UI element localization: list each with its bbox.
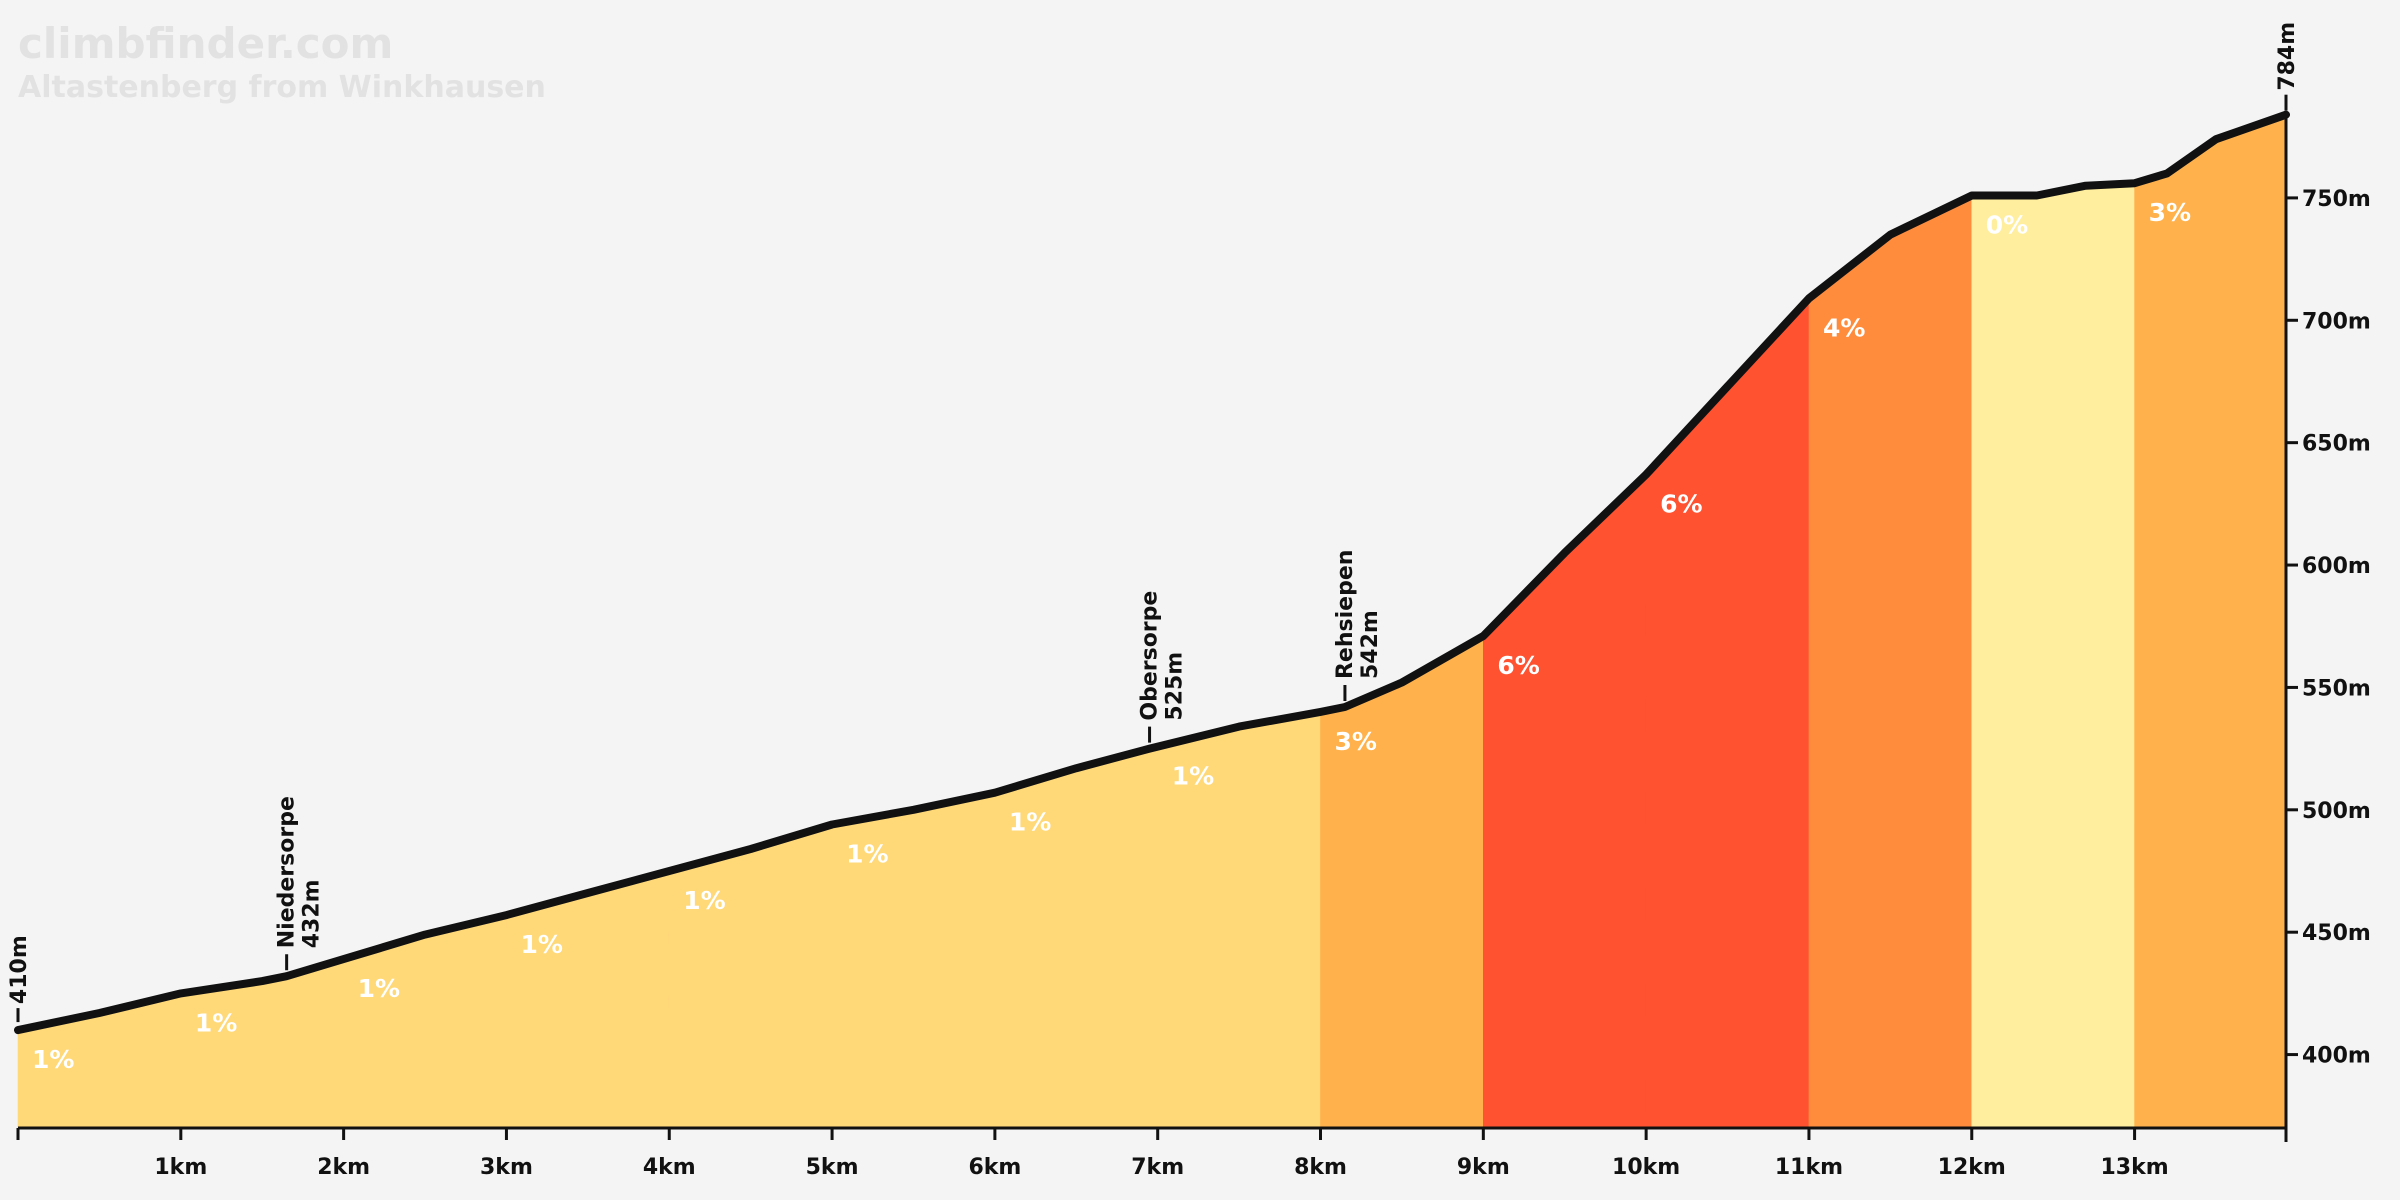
y-tick-label-600: 600m bbox=[2302, 554, 2371, 579]
gradient-label-3: 1% bbox=[358, 974, 400, 1003]
place-name-3: Rehsiepen bbox=[1333, 550, 1358, 679]
gradient-label-7: 1% bbox=[1009, 808, 1051, 837]
x-tick-label-3: 3km bbox=[480, 1155, 533, 1180]
y-tick-label-500: 500m bbox=[2302, 799, 2371, 824]
gradient-label-9: 3% bbox=[1335, 727, 1377, 756]
x-tick-label-7: 7km bbox=[1131, 1155, 1184, 1180]
gradient-label-2: 1% bbox=[195, 1008, 237, 1037]
gradient-segment-14 bbox=[2134, 114, 2287, 1129]
gradient-segment-13 bbox=[1971, 182, 2135, 1129]
gradient-label-1: 1% bbox=[32, 1045, 74, 1074]
x-tick-label-5: 5km bbox=[806, 1155, 859, 1180]
x-tick-label-2: 2km bbox=[317, 1155, 370, 1180]
place-name-1: Niedersorpe bbox=[275, 796, 300, 948]
x-tick-label-8: 8km bbox=[1294, 1155, 1347, 1180]
gradient-label-6: 1% bbox=[846, 839, 888, 868]
place-elevation-3: 542m bbox=[1358, 610, 1383, 679]
gradient-label-5: 1% bbox=[683, 886, 725, 915]
climb-title: Altastenberg from Winkhausen bbox=[18, 70, 546, 105]
gradient-label-8: 1% bbox=[1172, 762, 1214, 791]
gradient-label-12: 4% bbox=[1823, 313, 1865, 342]
y-tick-label-400: 400m bbox=[2302, 1044, 2371, 1069]
x-tick-label-13: 13km bbox=[2100, 1155, 2168, 1180]
place-elevation-2: 525m bbox=[1163, 652, 1188, 721]
x-tick-label-4: 4km bbox=[643, 1155, 696, 1180]
gradient-label-14: 3% bbox=[2149, 198, 2191, 227]
start-elevation-label: 410m bbox=[7, 935, 32, 1004]
axes: 1km 2km 3km 4km 5km 6km 7km 8km 9km 10km 11km 12km 1… bbox=[16, 118, 2371, 1180]
place-elevation-1: 432m bbox=[300, 879, 325, 948]
y-tick-label-450: 450m bbox=[2302, 921, 2371, 946]
y-tick-label-700: 700m bbox=[2302, 309, 2371, 334]
x-tick-label-10: 10km bbox=[1612, 1155, 1680, 1180]
place-name-2: Obersorpe bbox=[1138, 591, 1163, 721]
x-tick-label-11: 11km bbox=[1775, 1155, 1843, 1180]
gradient-segment-5 bbox=[668, 824, 833, 1129]
gradient-label-10: 6% bbox=[1497, 651, 1539, 680]
gradient-label-11: 6% bbox=[1660, 489, 1702, 518]
y-tick-label-650: 650m bbox=[2302, 432, 2371, 457]
site-watermark: climbfinder.com bbox=[18, 19, 393, 68]
gradient-label-13: 0% bbox=[1986, 210, 2028, 239]
y-tick-label-750: 750m bbox=[2302, 187, 2371, 212]
x-tick-label-12: 12km bbox=[1938, 1155, 2006, 1180]
gradient-label-4: 1% bbox=[520, 930, 562, 959]
gradient-segments bbox=[17, 114, 2287, 1129]
x-tick-label-6: 6km bbox=[968, 1155, 1021, 1180]
gradient-segment-7 bbox=[994, 746, 1158, 1129]
x-tick-label-1: 1km bbox=[154, 1155, 207, 1180]
place-markers: 410m 784m Niedersorpe 432m Obersorpe 525m Rehs… bbox=[7, 22, 2300, 1023]
x-tick-label-9: 9km bbox=[1457, 1155, 1510, 1180]
profile-line bbox=[14, 110, 2290, 1035]
end-elevation-label: 784m bbox=[2275, 22, 2300, 91]
gradient-labels: 1% 1% 1% 1% 1% 1% 1% 1% 3% 6% 6% 4% 0% 3% bbox=[32, 198, 2191, 1074]
y-tick-label-550: 550m bbox=[2302, 676, 2371, 701]
